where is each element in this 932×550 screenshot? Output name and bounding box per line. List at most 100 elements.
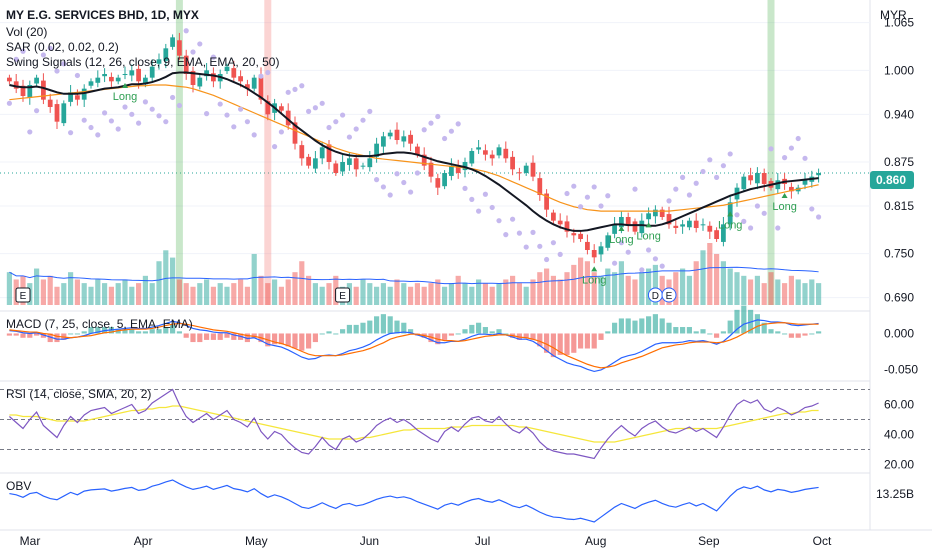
sar-dot bbox=[374, 177, 380, 183]
time-tick-label: Jun bbox=[360, 534, 379, 548]
green-signal-band bbox=[175, 0, 183, 305]
volume-bar bbox=[550, 275, 556, 305]
long-label: Long bbox=[636, 230, 660, 242]
obv-pane[interactable] bbox=[9, 479, 819, 523]
sar-dot bbox=[251, 132, 257, 138]
obv-line bbox=[9, 479, 819, 523]
sar-dot bbox=[652, 256, 659, 262]
sar-dot bbox=[326, 124, 332, 131]
long-arrow bbox=[591, 266, 598, 272]
volume-bar bbox=[353, 286, 359, 305]
candle-body bbox=[632, 221, 638, 232]
volume-bar bbox=[768, 272, 774, 305]
candle-body bbox=[673, 225, 679, 228]
sar-dot bbox=[340, 112, 346, 118]
sar-dot bbox=[625, 249, 631, 255]
volume-bar bbox=[707, 243, 713, 305]
macd-histogram-bar bbox=[163, 327, 169, 334]
candle-body bbox=[639, 220, 645, 234]
long-arrow bbox=[122, 83, 128, 88]
macd-histogram-bar bbox=[122, 329, 128, 334]
candle-body bbox=[109, 76, 114, 82]
sar-dot bbox=[693, 180, 699, 186]
candle-body bbox=[102, 74, 107, 77]
candle-body bbox=[347, 158, 352, 165]
candle-body bbox=[258, 74, 264, 100]
macd-histogram-bar bbox=[170, 324, 176, 334]
candlesticks[interactable] bbox=[7, 32, 821, 264]
volume-bar bbox=[47, 275, 53, 305]
volume-bar bbox=[210, 286, 216, 305]
candle-body bbox=[401, 136, 407, 142]
sar-dot bbox=[421, 127, 427, 133]
volume-bar bbox=[618, 261, 624, 305]
volume-bar bbox=[503, 279, 509, 305]
macd-pane[interactable] bbox=[6, 305, 822, 373]
time-tick-label: Jul bbox=[475, 534, 490, 548]
volume-bar bbox=[727, 268, 733, 305]
sar-dot bbox=[108, 118, 114, 124]
candle-body bbox=[224, 66, 230, 72]
volume-bar bbox=[115, 283, 121, 305]
volume-bar bbox=[584, 261, 590, 305]
candle-body bbox=[557, 220, 563, 225]
volume-bar bbox=[102, 283, 108, 305]
volume-bar bbox=[272, 279, 278, 305]
volume-bar bbox=[312, 283, 318, 305]
sar-dot bbox=[795, 135, 801, 142]
candle-body bbox=[41, 80, 46, 100]
candle-body bbox=[75, 95, 80, 100]
sar-dot bbox=[40, 52, 47, 58]
volume-bar bbox=[686, 275, 692, 305]
rsi-tick-label: 20.00 bbox=[884, 458, 914, 472]
candle-body bbox=[537, 178, 543, 195]
sar-dot bbox=[741, 218, 747, 224]
candle-body bbox=[333, 163, 339, 173]
candle-body bbox=[13, 81, 19, 89]
sar-dot bbox=[190, 49, 196, 55]
macd-histogram-bar bbox=[74, 333, 80, 335]
volume-bar bbox=[476, 279, 482, 305]
sar-dot bbox=[360, 117, 366, 123]
rsi-tick-label: 40.00 bbox=[884, 428, 914, 442]
volume-bar bbox=[183, 283, 189, 305]
parabolic-sar-dots bbox=[6, 28, 822, 273]
candle-body bbox=[177, 40, 182, 56]
candle-body bbox=[136, 68, 141, 82]
sar-dot bbox=[102, 110, 108, 116]
sar-legend: SAR (0.02, 0.02, 0.2) bbox=[6, 40, 119, 54]
macd-histogram-bar bbox=[176, 331, 182, 334]
volume-bar bbox=[408, 286, 414, 305]
candle-body bbox=[544, 193, 549, 210]
volume-bar bbox=[292, 272, 298, 305]
macd-histogram-bar bbox=[666, 322, 672, 334]
earnings-marker-bg bbox=[15, 287, 31, 303]
macd-histogram-bar bbox=[95, 327, 101, 334]
volume-bar bbox=[544, 268, 550, 305]
rsi-pane[interactable] bbox=[0, 388, 870, 460]
candle-body bbox=[115, 77, 121, 82]
volume-bar bbox=[204, 279, 210, 305]
candle-body bbox=[469, 151, 475, 164]
sar-dot bbox=[707, 157, 713, 163]
candle-body bbox=[238, 76, 243, 82]
macd-histogram-bar bbox=[374, 316, 380, 334]
sar-dot bbox=[183, 28, 189, 34]
candle-body bbox=[755, 173, 760, 184]
macd-histogram-bar bbox=[523, 333, 529, 338]
sar-dot bbox=[509, 216, 516, 222]
candle-body bbox=[476, 147, 481, 150]
long-label: Long bbox=[113, 91, 137, 103]
macd-histogram-bar bbox=[88, 327, 94, 334]
macd-histogram-bar bbox=[156, 329, 162, 334]
sar-dot bbox=[115, 126, 121, 132]
macd-histogram-bar bbox=[489, 331, 495, 334]
candle-body bbox=[421, 154, 427, 166]
volume-bar bbox=[68, 272, 74, 305]
volume-bar bbox=[591, 272, 597, 305]
macd-histogram-bar bbox=[142, 331, 148, 334]
sar-dot bbox=[591, 184, 597, 190]
sar-dot bbox=[530, 229, 536, 235]
